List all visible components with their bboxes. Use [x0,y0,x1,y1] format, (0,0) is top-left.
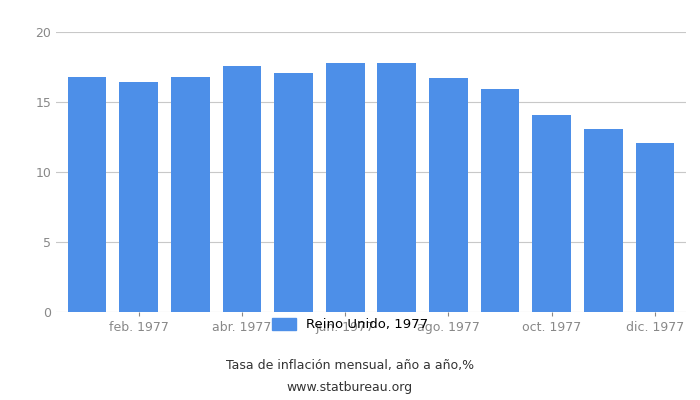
Bar [326,63,365,312]
Bar [68,77,106,312]
Bar [119,82,158,312]
Text: www.statbureau.org: www.statbureau.org [287,382,413,394]
Bar [171,77,209,312]
Bar [533,115,571,312]
Bar [429,78,468,312]
Bar [481,89,519,312]
Bar [274,72,313,312]
Text: Tasa de inflación mensual, año a año,%: Tasa de inflación mensual, año a año,% [226,360,474,372]
Bar [223,66,261,312]
Legend: Reino Unido, 1977: Reino Unido, 1977 [272,318,428,332]
Bar [377,63,416,312]
Bar [636,143,674,312]
Bar [584,129,623,312]
